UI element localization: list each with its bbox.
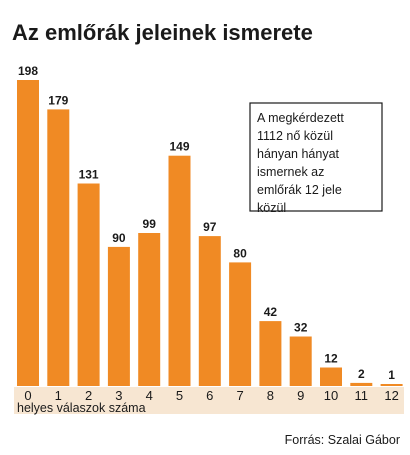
x-axis-label: helyes válaszok száma: [17, 401, 146, 415]
value-label-2: 131: [79, 168, 99, 182]
bar-5: [168, 155, 191, 386]
value-label-4: 99: [143, 217, 157, 231]
x-tick-9: 9: [297, 388, 304, 403]
x-tick-7: 7: [236, 388, 243, 403]
x-tick-0: 0: [24, 388, 31, 403]
bar-1: [47, 109, 70, 387]
x-tick-12: 12: [384, 388, 398, 403]
value-label-6: 97: [203, 220, 217, 234]
value-label-7: 80: [233, 246, 247, 260]
bar-6: [198, 236, 221, 386]
x-tick-2: 2: [85, 388, 92, 403]
x-tick-labels-group: 0 1 2 3 4 5 6 7 8 9 10 11 12: [24, 388, 398, 403]
value-label-12: 1: [388, 368, 395, 382]
bar-10: [320, 367, 342, 386]
value-labels-group: 198 179 131 90 99 149 97 80 42 32 12 2 1: [18, 64, 395, 382]
bars-group: [17, 80, 403, 387]
annotation-line: közül: [257, 201, 286, 215]
bar-4: [138, 233, 161, 386]
annotation-line: ismernek az: [257, 165, 324, 179]
x-axis-band: [14, 387, 404, 414]
x-tick-4: 4: [146, 388, 153, 403]
annotation-line: 1112 nő közül: [257, 129, 333, 143]
x-tick-3: 3: [115, 388, 122, 403]
bar-0: [17, 80, 39, 386]
bar-2: [77, 183, 100, 386]
x-tick-6: 6: [206, 388, 213, 403]
bar-11: [350, 382, 373, 386]
annotation-border: [249, 102, 383, 212]
bar-7: [229, 262, 252, 386]
value-label-8: 42: [264, 305, 278, 319]
bar-9: [289, 336, 312, 386]
value-label-5: 149: [169, 140, 189, 154]
bar-8: [259, 321, 282, 386]
x-tick-8: 8: [267, 388, 274, 403]
annotation-line: A megkérdezett: [257, 111, 344, 125]
annotation-box: A megkérdezett 1112 nő közül hányan hány…: [249, 102, 383, 215]
bar-3: [107, 246, 130, 386]
x-tick-10: 10: [324, 388, 338, 403]
x-tick-1: 1: [55, 388, 62, 403]
value-label-3: 90: [112, 231, 126, 245]
x-tick-5: 5: [176, 388, 183, 403]
source-credit: Forrás: Szalai Gábor: [285, 433, 400, 447]
value-label-0: 198: [18, 64, 38, 78]
chart-title: Az emlőrák jeleinek ismerete: [12, 20, 313, 45]
value-label-9: 32: [294, 321, 308, 335]
value-label-1: 179: [48, 93, 68, 107]
annotation-line: emlőrák 12 jele: [257, 183, 342, 197]
x-tick-11: 11: [355, 388, 369, 403]
value-label-11: 2: [358, 367, 365, 381]
value-label-10: 12: [324, 352, 338, 366]
annotation-line: hányan hányat: [257, 147, 340, 161]
bar-12: [380, 384, 403, 386]
